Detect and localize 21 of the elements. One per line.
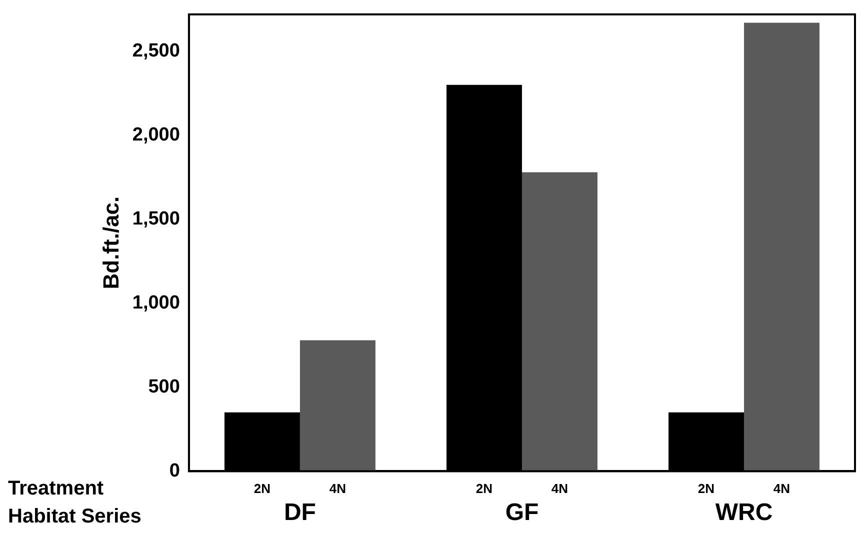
text: 2N (698, 480, 715, 496)
text: 4N (551, 480, 568, 496)
x-tick-label: WRC (715, 499, 773, 526)
y-tick-label: 2,500 (132, 40, 180, 62)
y-tick-label: 1,500 (132, 208, 180, 230)
bar (300, 340, 376, 472)
text: 4N (773, 480, 790, 496)
bar (744, 22, 820, 472)
bar (522, 172, 598, 472)
y-tick-label: 500 (148, 376, 180, 398)
x-tick-label: DF (284, 499, 316, 526)
text: 2N (476, 480, 493, 496)
y-tick-label: 2,000 (132, 124, 180, 146)
text: Habitat Series (8, 506, 142, 528)
y-axis-title: Bd.ft./ac. (98, 196, 124, 290)
x-tick-label: GF (505, 499, 539, 526)
y-tick-label: 1,000 (132, 292, 180, 314)
series-label: 2N (254, 480, 271, 496)
series-label: 4N (329, 480, 346, 496)
y-tick-label: 0 (169, 460, 180, 482)
text: Treatment (8, 478, 104, 500)
